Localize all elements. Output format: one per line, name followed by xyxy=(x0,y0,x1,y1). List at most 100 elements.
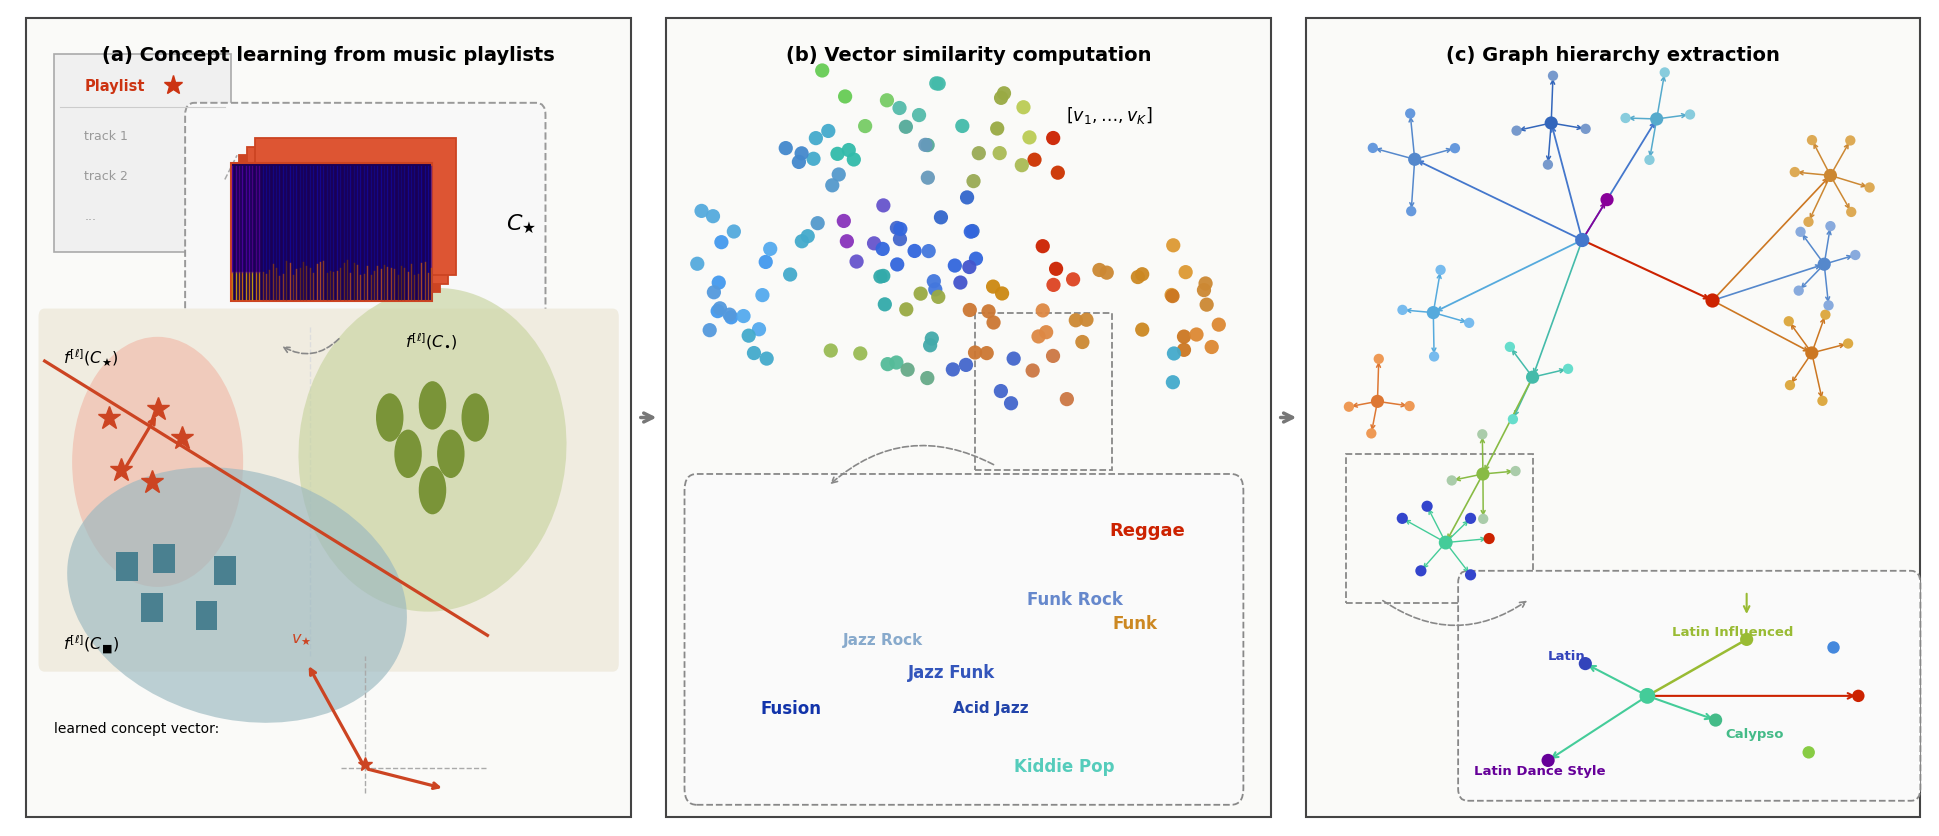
Point xyxy=(937,364,968,377)
Point xyxy=(1158,239,1189,252)
Point xyxy=(787,235,818,248)
Point xyxy=(921,78,952,91)
Point xyxy=(1796,347,1827,360)
Text: $f^{[\ell]}(C_{\blacksquare})$: $f^{[\ell]}(C_{\blacksquare})$ xyxy=(62,632,118,655)
Point xyxy=(1497,413,1528,426)
Point xyxy=(1394,108,1425,121)
Point xyxy=(1495,341,1526,354)
FancyBboxPatch shape xyxy=(1458,571,1920,801)
Point xyxy=(706,237,737,250)
Ellipse shape xyxy=(68,467,407,723)
Point xyxy=(801,132,832,145)
Point xyxy=(1037,132,1068,145)
Point xyxy=(830,90,861,104)
Point xyxy=(981,123,1012,136)
Point xyxy=(865,271,896,284)
Point xyxy=(1832,338,1863,351)
Point xyxy=(1609,112,1640,125)
Point xyxy=(743,324,774,337)
Point xyxy=(1794,216,1825,229)
Point xyxy=(1813,299,1844,313)
Point xyxy=(1127,324,1158,337)
Point xyxy=(834,144,865,157)
Point xyxy=(960,346,991,359)
Bar xyxy=(238,155,440,293)
Point xyxy=(1437,474,1468,487)
Point xyxy=(1571,123,1602,136)
Point xyxy=(1532,754,1563,767)
Point xyxy=(995,397,1026,410)
Point xyxy=(1158,376,1189,390)
Point xyxy=(727,310,758,324)
Point xyxy=(859,237,890,251)
Point xyxy=(704,277,735,290)
Point xyxy=(1066,336,1097,349)
Point xyxy=(1468,512,1499,526)
Point xyxy=(715,311,747,324)
Point xyxy=(1189,284,1220,298)
Point xyxy=(1032,326,1063,339)
Point xyxy=(1571,657,1602,670)
Text: ...: ... xyxy=(85,210,97,223)
Text: Jazz Funk: Jazz Funk xyxy=(907,663,995,681)
Point xyxy=(923,78,954,91)
Bar xyxy=(196,601,217,630)
Point xyxy=(1334,400,1365,414)
Point xyxy=(917,333,948,346)
Point xyxy=(822,148,853,161)
Point xyxy=(1786,226,1817,239)
Point xyxy=(977,281,1008,294)
Point xyxy=(717,226,748,239)
Text: Kiddie Pop: Kiddie Pop xyxy=(1014,757,1115,775)
Point xyxy=(1014,131,1045,145)
Point xyxy=(946,120,977,134)
Bar xyxy=(213,557,237,586)
Point xyxy=(842,256,873,269)
Point xyxy=(1819,641,1850,655)
Point xyxy=(1697,294,1728,308)
FancyBboxPatch shape xyxy=(1307,19,1920,817)
Point xyxy=(892,364,923,377)
Point xyxy=(1419,350,1450,364)
Text: (c) Graph hierarchy extraction: (c) Graph hierarchy extraction xyxy=(1446,46,1780,64)
Point xyxy=(989,88,1020,101)
Point xyxy=(812,125,843,139)
Point xyxy=(770,142,801,155)
Point xyxy=(1158,348,1189,361)
Ellipse shape xyxy=(376,394,403,442)
Point xyxy=(882,258,913,272)
Point xyxy=(733,329,764,343)
Point xyxy=(1070,314,1101,327)
FancyBboxPatch shape xyxy=(39,309,619,672)
Point xyxy=(1028,240,1059,253)
Point xyxy=(911,140,942,153)
Point xyxy=(1156,289,1187,303)
Point xyxy=(954,261,985,274)
Point xyxy=(1412,500,1443,513)
Text: Jazz Rock: Jazz Rock xyxy=(843,632,923,647)
Point xyxy=(1840,249,1871,263)
Point xyxy=(1181,329,1212,342)
Point xyxy=(750,353,781,366)
Point xyxy=(1807,395,1838,408)
FancyBboxPatch shape xyxy=(54,55,231,252)
Point xyxy=(1675,109,1706,122)
Point xyxy=(884,223,915,237)
Point xyxy=(1406,564,1437,578)
Point xyxy=(1092,267,1123,280)
Point xyxy=(1191,298,1222,312)
Point xyxy=(1501,465,1532,478)
Point xyxy=(747,289,778,303)
Point xyxy=(698,286,729,299)
Ellipse shape xyxy=(394,430,423,478)
Point xyxy=(1020,154,1051,167)
Point xyxy=(1061,314,1092,328)
Point xyxy=(1532,159,1563,172)
Point xyxy=(1635,154,1666,167)
Bar xyxy=(246,147,448,284)
Point xyxy=(783,156,814,170)
Text: Funk Rock: Funk Rock xyxy=(1026,590,1123,609)
Point xyxy=(1466,428,1497,441)
Point xyxy=(1191,278,1222,291)
Text: Latin: Latin xyxy=(1547,650,1586,662)
